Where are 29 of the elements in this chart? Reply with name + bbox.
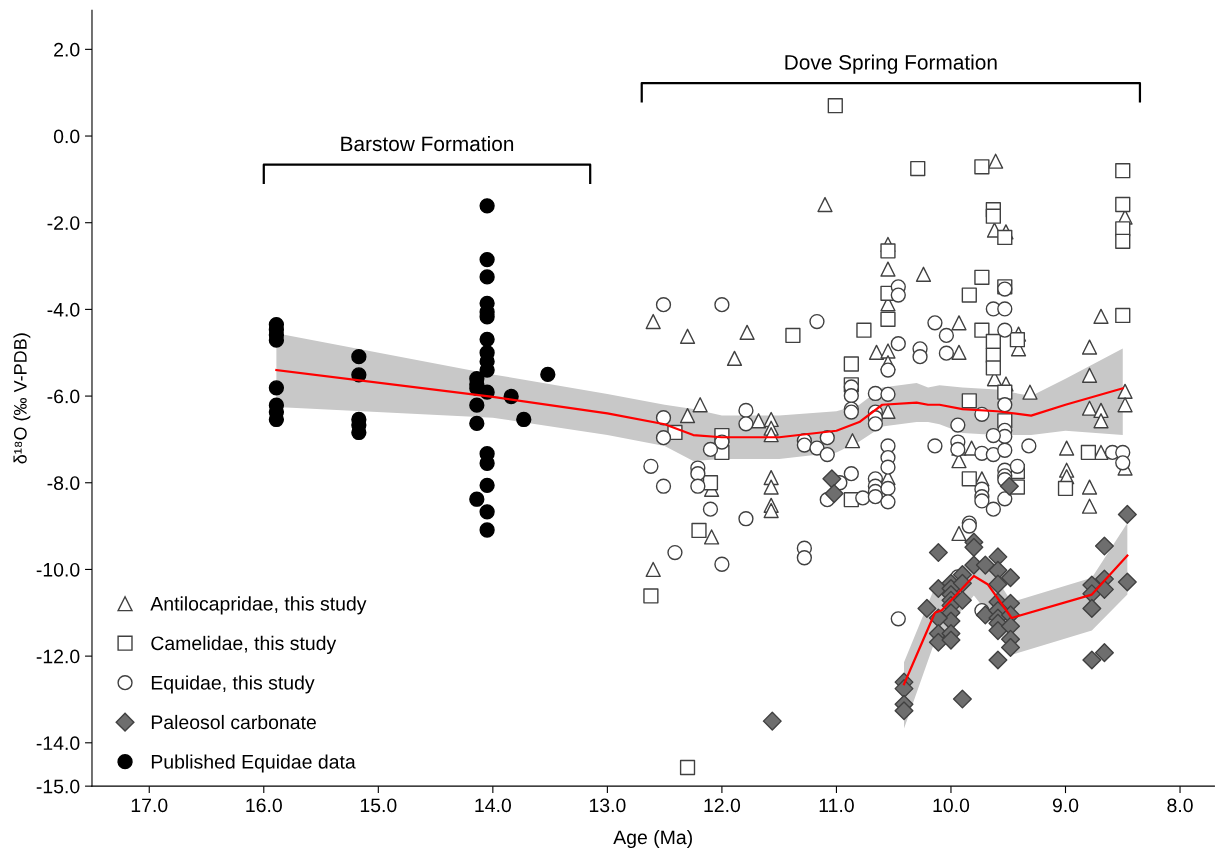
x-tick-label: 12.0: [704, 798, 741, 813]
y-tick-label: 2.0: [54, 42, 80, 57]
legend-label: Published Equidae data: [151, 754, 356, 773]
x-tick-label: 16.0: [246, 798, 282, 813]
y-tick-label: -15.0: [36, 779, 80, 794]
x-axis-title: Age (Ma): [613, 829, 692, 849]
y-tick-label: -4.0: [47, 302, 80, 317]
y-tick-label: -10.0: [36, 562, 80, 577]
x-tick-label: 8.0: [1167, 798, 1193, 813]
x-tick-label: 10.0: [933, 798, 970, 813]
y-tick-label: -8.0: [47, 476, 80, 490]
y-tick-label: 0.0: [53, 129, 80, 144]
y-tick-label: -6.0: [47, 389, 80, 404]
legend-label: Antilocapridae, this study: [150, 596, 367, 615]
legend-label: Paleosol carbonate: [151, 714, 316, 730]
legend-label: Equidae, this study: [151, 675, 315, 694]
legend-label: Camelidae, this study: [151, 635, 337, 654]
x-tick-label: 9.0: [1052, 798, 1079, 813]
x-tick-label: 15.0: [360, 798, 397, 813]
y-tick-label: -2.0: [47, 216, 80, 230]
y-axis-title: δ¹⁸O (‰ V-PDB): [13, 333, 31, 464]
annotation: Barstow Formation: [341, 135, 514, 152]
x-tick-label: 11.0: [819, 798, 854, 813]
x-tick-label: 14.0: [475, 798, 512, 813]
x-tick-label: 13.0: [589, 798, 626, 813]
x-tick-label: 17.0: [131, 798, 168, 813]
annotation: Dove Spring Formation: [785, 54, 997, 74]
y-tick-label: -12.0: [36, 649, 80, 664]
y-tick-label: -14.0: [36, 736, 80, 751]
